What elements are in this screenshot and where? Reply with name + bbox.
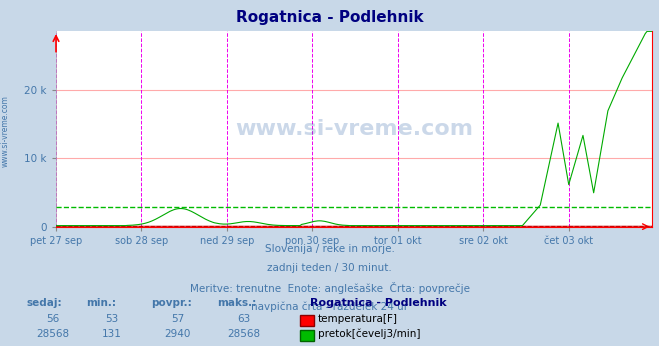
Text: Rogatnica - Podlehnik: Rogatnica - Podlehnik bbox=[310, 298, 446, 308]
Text: zadnji teden / 30 minut.: zadnji teden / 30 minut. bbox=[267, 263, 392, 273]
Text: min.:: min.: bbox=[86, 298, 116, 308]
Text: 28568: 28568 bbox=[227, 329, 260, 339]
Text: 56: 56 bbox=[46, 315, 59, 325]
Text: povpr.:: povpr.: bbox=[152, 298, 192, 308]
Text: pretok[čevelj3/min]: pretok[čevelj3/min] bbox=[318, 329, 420, 339]
Text: Rogatnica - Podlehnik: Rogatnica - Podlehnik bbox=[236, 10, 423, 25]
Text: Meritve: trenutne  Enote: anglešaške  Črta: povprečje: Meritve: trenutne Enote: anglešaške Črta… bbox=[190, 282, 469, 294]
Text: navpična črta - razdelek 24 ur: navpična črta - razdelek 24 ur bbox=[251, 301, 408, 311]
Text: 57: 57 bbox=[171, 315, 185, 325]
Text: temperatura[F]: temperatura[F] bbox=[318, 315, 397, 325]
Text: www.si-vreme.com: www.si-vreme.com bbox=[235, 119, 473, 139]
Text: maks.:: maks.: bbox=[217, 298, 257, 308]
Text: 28568: 28568 bbox=[36, 329, 69, 339]
Text: sedaj:: sedaj: bbox=[26, 298, 62, 308]
Text: Slovenija / reke in morje.: Slovenija / reke in morje. bbox=[264, 244, 395, 254]
Text: 2940: 2940 bbox=[165, 329, 191, 339]
Text: www.si-vreme.com: www.si-vreme.com bbox=[1, 95, 10, 167]
Text: 63: 63 bbox=[237, 315, 250, 325]
Text: 53: 53 bbox=[105, 315, 119, 325]
Text: 131: 131 bbox=[102, 329, 122, 339]
